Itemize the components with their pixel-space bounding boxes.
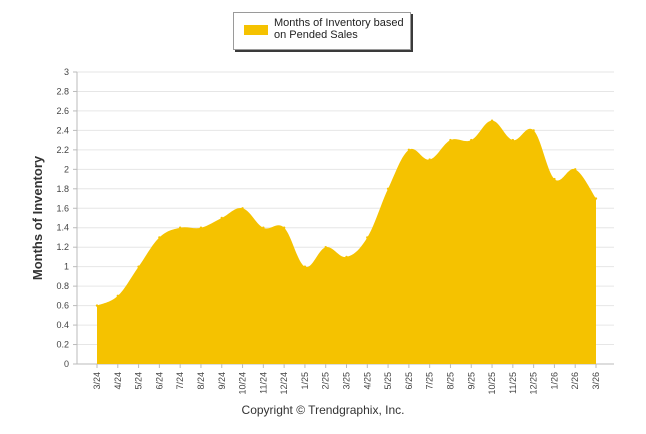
x-tick-label: 9/24 (217, 372, 227, 390)
area-chart: 0 0.2 0.4 0.6 0.8 1 1.2 1.4 1.6 1.8 2 2.2 2.4 2.6 2.8 3… (30, 67, 614, 395)
x-tick-label: 2/25 (321, 372, 331, 390)
x-tick-label: 11/25 (508, 372, 518, 394)
copyright-text: Copyright © Trendgraphix, Inc. (241, 403, 405, 417)
x-tick-label: 4/24 (113, 372, 123, 390)
y-tick-label: 2.2 (56, 145, 69, 155)
data-point (158, 236, 161, 239)
data-point (574, 168, 577, 171)
data-point (116, 294, 119, 298)
y-tick-label: 0.6 (56, 301, 69, 311)
x-tick-label: 2/26 (570, 372, 580, 390)
x-tick-label: 6/25 (404, 372, 414, 390)
x-tick-label: 1/26 (549, 372, 559, 390)
y-tick-label: 1.2 (56, 242, 69, 252)
data-point (407, 148, 411, 152)
data-point (178, 226, 182, 229)
y-tick-label: 2.6 (56, 106, 69, 116)
legend-label: Months of Inventory based on Pended Sale… (274, 17, 408, 41)
data-point (449, 138, 452, 142)
data-point (199, 226, 203, 229)
data-point (553, 177, 556, 181)
data-point (511, 138, 515, 142)
y-tick-label: 0.4 (56, 320, 69, 330)
series-area (97, 120, 596, 365)
data-point (345, 255, 348, 259)
x-tick-label: 10/24 (238, 372, 248, 395)
y-tick-label: 1.4 (56, 223, 69, 233)
x-tick-label: 12/24 (279, 372, 289, 395)
chart-legend: Months of Inventory based on Pended Sale… (233, 12, 411, 50)
data-point (95, 304, 99, 307)
x-tick-label: 11/24 (258, 372, 268, 394)
data-point (324, 246, 327, 249)
x-tick-label: 3/26 (591, 372, 601, 390)
data-point (262, 226, 265, 229)
legend-swatch (244, 25, 268, 35)
y-tick-label: 1.8 (56, 184, 69, 194)
legend-label-line1: Months of Inventory based (274, 17, 404, 29)
data-point (220, 216, 223, 220)
data-point (241, 207, 244, 210)
x-tick-label: 8/25 (445, 372, 455, 390)
x-tick-label: 6/24 (154, 372, 164, 390)
x-tick-label: 4/25 (362, 372, 372, 390)
y-tick-label: 0 (64, 359, 69, 369)
data-point (428, 158, 431, 161)
data-point (282, 226, 286, 229)
x-tick-label: 5/25 (383, 372, 393, 390)
data-point (366, 236, 369, 239)
x-tick-label: 1/25 (300, 372, 310, 390)
data-point (137, 265, 140, 268)
x-tick-label: 10/25 (487, 372, 497, 395)
y-tick-label: 1 (64, 262, 69, 272)
y-tick-label: 0.8 (56, 281, 69, 291)
y-tick-label: 3 (64, 67, 69, 77)
x-tick-label: 7/24 (175, 372, 185, 390)
x-tick-label: 9/25 (466, 372, 476, 390)
y-tick-label: 1.6 (56, 203, 69, 213)
data-point (532, 129, 535, 132)
y-tick-label: 2.4 (56, 125, 69, 135)
y-tick-label: 2.8 (56, 86, 69, 96)
data-point (490, 119, 494, 122)
x-tick-label: 3/25 (342, 372, 352, 390)
y-axis-title: Months of Inventory (30, 155, 45, 280)
x-tick-label: 8/24 (196, 372, 206, 390)
y-tick-label: 0.2 (56, 340, 69, 350)
x-tick-label: 5/24 (134, 372, 144, 390)
x-tick-label: 12/25 (529, 372, 539, 395)
y-tick-label: 2 (64, 164, 69, 174)
x-tick-label: 7/25 (425, 372, 435, 390)
data-point (470, 138, 473, 142)
data-point (386, 187, 390, 190)
legend-label-line2: on Pended Sales (274, 29, 358, 41)
x-tick-label: 3/24 (92, 372, 102, 390)
data-point (594, 197, 598, 200)
data-point (303, 265, 307, 268)
